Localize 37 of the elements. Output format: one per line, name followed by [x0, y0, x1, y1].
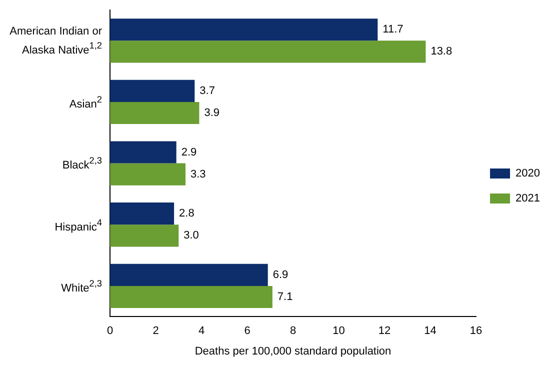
- data-label: 3.9: [204, 107, 220, 120]
- data-label: 3.7: [200, 84, 215, 97]
- x-tick-label: 12: [378, 325, 391, 338]
- legend-label: 2021: [516, 192, 540, 205]
- data-label: 6.9: [272, 268, 288, 281]
- y-tick-label: Asian$^{2}$: [68, 94, 102, 112]
- bar: [110, 80, 195, 102]
- data-label: 7.1: [277, 291, 293, 304]
- x-tick-label: 6: [244, 325, 250, 338]
- bar: [110, 202, 174, 225]
- x-tick-label: 10: [332, 325, 345, 338]
- y-tick-label: Hispanic$^{4}$: [54, 216, 102, 234]
- data-label: 2.9: [181, 146, 197, 158]
- x-tick-label: 14: [424, 325, 436, 338]
- bar: [110, 40, 426, 63]
- x-axis-title: Deaths per 100,000 standard population: [194, 345, 392, 358]
- data-label: 3.3: [190, 168, 206, 180]
- bar: [110, 102, 200, 124]
- bar: [110, 264, 268, 286]
- legend-label: 2020: [516, 168, 540, 180]
- data-label: 3.0: [184, 230, 199, 242]
- y-tick-label: American Indian or Alaska Native$^{1,2}$: [8, 24, 102, 57]
- bar: [110, 163, 186, 186]
- x-tick-label: 2: [152, 325, 159, 338]
- x-tick-label: 16: [470, 325, 482, 338]
- data-label: 2.8: [179, 208, 194, 220]
- data-label: 11.7: [382, 24, 404, 36]
- y-tick-label: Black$^{2,3}$: [61, 154, 102, 173]
- x-tick-label: 4: [198, 325, 205, 338]
- bar: [110, 224, 179, 247]
- data-label: 13.8: [430, 46, 452, 58]
- bar: [110, 286, 272, 308]
- bar: [110, 18, 378, 41]
- y-tick-label: White$^{2,3}$: [60, 278, 102, 296]
- x-tick-label: 8: [290, 325, 296, 338]
- bar: [110, 141, 176, 164]
- x-tick-label: 0: [106, 325, 114, 338]
